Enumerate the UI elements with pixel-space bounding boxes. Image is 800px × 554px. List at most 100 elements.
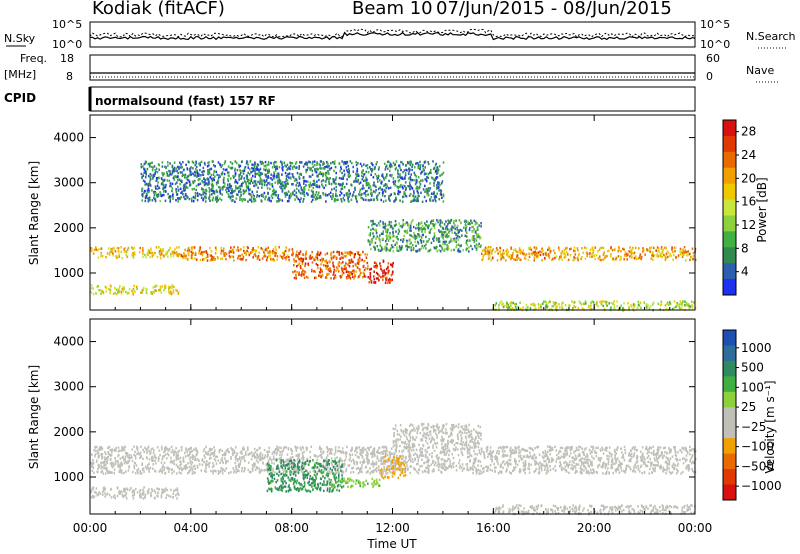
data-cell [397, 186, 400, 189]
data-cell [303, 270, 306, 273]
data-cell [151, 255, 154, 258]
data-cell [244, 166, 247, 169]
data-cell [597, 466, 599, 469]
data-cell [337, 198, 339, 201]
data-cell [164, 285, 167, 288]
data-cell [385, 186, 388, 190]
data-cell [388, 198, 390, 201]
data-cell [229, 196, 232, 199]
data-cell [443, 240, 446, 244]
data-cell [369, 166, 371, 169]
data-cell [274, 246, 277, 249]
data-cell [272, 470, 274, 473]
data-cell [248, 198, 251, 201]
data-cell [386, 237, 388, 241]
data-cell [225, 168, 228, 171]
data-cell [169, 182, 172, 185]
data-cell [308, 185, 311, 188]
data-cell [350, 271, 353, 274]
data-cell [299, 183, 301, 187]
data-cell [176, 181, 178, 184]
data-cell [209, 193, 211, 196]
data-cell [317, 175, 319, 178]
data-cell [582, 462, 585, 465]
data-cell [202, 188, 204, 191]
data-cell [383, 177, 385, 180]
data-cell [143, 168, 146, 172]
data-cell [247, 163, 249, 166]
data-cell [340, 200, 343, 203]
data-cell [262, 193, 264, 196]
data-cell [223, 172, 226, 176]
data-cell [185, 186, 187, 189]
data-cell [153, 193, 156, 197]
data-cell [333, 277, 335, 280]
data-cell [444, 242, 446, 246]
data-cell [502, 249, 505, 252]
data-cell [154, 455, 156, 459]
data-cell [401, 177, 404, 180]
data-cell [304, 271, 307, 274]
data-cell [692, 251, 695, 255]
data-cell [436, 185, 438, 189]
data-cell [448, 453, 450, 457]
data-cell [577, 249, 579, 252]
data-cell [406, 241, 408, 244]
data-cell [175, 190, 178, 194]
data-cell [574, 253, 577, 256]
data-cell [465, 225, 468, 228]
data-cell [362, 450, 365, 453]
data-cell [292, 250, 294, 254]
data-cell [191, 180, 194, 184]
data-cell [383, 269, 386, 272]
data-cell [286, 163, 289, 166]
data-cell [121, 445, 123, 449]
data-cell [327, 264, 329, 268]
data-cell [291, 449, 294, 453]
data-cell [473, 228, 475, 231]
data-cell [176, 289, 178, 292]
data-cell [509, 446, 512, 449]
data-cell [425, 188, 427, 191]
data-cell [177, 188, 180, 191]
data-cell [288, 172, 291, 175]
data-cell [240, 177, 243, 180]
data-cell [385, 239, 387, 243]
data-cell [342, 253, 344, 256]
noise-right-label: N.Search [746, 30, 796, 43]
data-cell [102, 461, 105, 464]
data-cell [588, 306, 591, 310]
data-cell [190, 466, 192, 469]
data-cell [443, 231, 445, 234]
data-cell [283, 250, 286, 253]
data-cell [305, 168, 307, 172]
data-cell [423, 244, 426, 248]
data-cell [497, 446, 500, 450]
data-cell [573, 246, 576, 249]
data-cell [213, 451, 216, 454]
data-cell [373, 281, 375, 284]
data-cell [617, 468, 620, 471]
data-cell [300, 266, 302, 270]
data-cell [309, 161, 312, 164]
data-cell [510, 247, 513, 250]
data-cell [239, 257, 241, 261]
data-cell [454, 231, 456, 234]
data-cell [366, 178, 368, 181]
data-cell [305, 180, 307, 183]
data-cell [323, 167, 326, 170]
data-cell [442, 240, 445, 244]
data-cell [323, 166, 326, 169]
data-cell [309, 175, 312, 178]
data-cell [191, 199, 193, 203]
data-cell [422, 240, 425, 243]
data-cell [436, 192, 438, 195]
data-cell [362, 446, 365, 450]
data-cell [423, 226, 426, 230]
data-cell [175, 253, 178, 256]
data-cell [441, 196, 443, 199]
data-cell [188, 457, 191, 460]
data-cell [165, 183, 167, 187]
data-cell [518, 248, 521, 252]
data-cell [266, 163, 269, 167]
